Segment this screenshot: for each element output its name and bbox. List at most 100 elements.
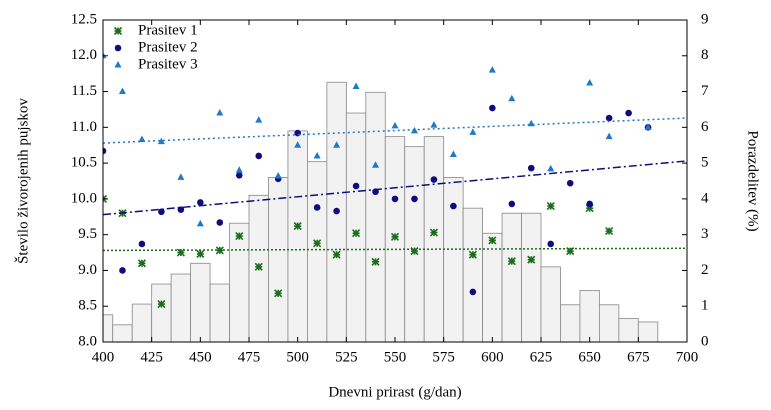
- y-tick-label: 11.0: [71, 119, 97, 135]
- point: [157, 137, 165, 145]
- histogram-bar: [209, 283, 230, 342]
- y-tick-label: 10.5: [71, 155, 97, 171]
- asterisk-stroke: [546, 201, 555, 211]
- point: [605, 114, 613, 122]
- y2-tick-label: 6: [701, 119, 709, 135]
- point: [313, 204, 321, 211]
- legend-label: Prasitev 3: [138, 56, 198, 72]
- point: [137, 259, 146, 268]
- point: [488, 236, 497, 245]
- y-tick-label: 11.5: [71, 83, 97, 99]
- x-tick-label: 700: [676, 349, 699, 365]
- asterisk-stroke: [371, 257, 380, 266]
- histogram-bar: [560, 304, 581, 342]
- legend-label: Prasitev 1: [138, 22, 198, 38]
- point: [216, 109, 224, 116]
- point: [391, 121, 399, 129]
- histogram-bar: [190, 262, 211, 342]
- x-tick-label: 575: [432, 349, 455, 365]
- point: [235, 166, 243, 173]
- point: [157, 300, 166, 309]
- point: [391, 195, 399, 203]
- asterisk-stroke: [254, 262, 263, 271]
- point: [177, 206, 185, 213]
- point: [372, 188, 379, 196]
- point: [547, 164, 555, 172]
- asterisk-stroke: [137, 259, 146, 268]
- y-tick-label: 12.0: [71, 47, 97, 63]
- point: [371, 257, 380, 266]
- y2-tick-label: 3: [701, 226, 709, 242]
- point: [411, 195, 418, 203]
- histogram-bar: [599, 304, 620, 342]
- histogram-bar: [151, 283, 172, 342]
- point: [196, 249, 205, 259]
- legend-label: Prasitev 2: [138, 39, 198, 55]
- histogram-bar: [112, 324, 133, 342]
- point: [333, 207, 340, 215]
- asterisk-stroke: [113, 26, 123, 36]
- point: [254, 262, 263, 271]
- point: [118, 87, 126, 95]
- point: [352, 82, 360, 90]
- asterisk-stroke: [274, 289, 283, 298]
- x-tick-label: 450: [189, 349, 212, 365]
- y2-tick-label: 1: [701, 298, 709, 314]
- histogram-bar: [287, 130, 308, 342]
- point: [138, 135, 146, 142]
- point: [488, 66, 496, 73]
- histogram-bar: [521, 212, 542, 342]
- point: [216, 219, 224, 226]
- point: [644, 123, 652, 130]
- histogram-bar: [345, 112, 367, 342]
- x-tick-label: 500: [286, 349, 309, 365]
- histogram-bar: [462, 207, 483, 342]
- point: [430, 176, 438, 183]
- histogram-bar: [404, 146, 425, 342]
- point: [390, 232, 400, 241]
- asterisk-stroke: [605, 227, 614, 236]
- point: [119, 267, 126, 274]
- point: [468, 250, 477, 259]
- point: [410, 247, 419, 256]
- y-tick-label: 9.5: [78, 226, 97, 242]
- x-axis-label: Dnevni prirast (g/dan): [328, 384, 461, 400]
- point: [566, 179, 574, 187]
- asterisk-stroke: [390, 232, 400, 241]
- asterisk-stroke: [468, 250, 477, 259]
- histogram-bar: [579, 290, 600, 342]
- point: [547, 240, 555, 248]
- y2-tick-label: 0: [701, 333, 709, 349]
- point: [625, 109, 632, 117]
- asterisk-stroke: [352, 229, 361, 238]
- point: [352, 182, 360, 190]
- asterisk-stroke: [196, 249, 205, 259]
- x-tick-label: 625: [530, 349, 553, 365]
- y-tick-label: 12.5: [71, 11, 97, 27]
- point: [235, 171, 243, 179]
- y2-tick-label: 7: [701, 83, 709, 99]
- point: [274, 171, 282, 179]
- point: [430, 121, 438, 128]
- point: [176, 248, 185, 257]
- y2-tick-label: 8: [701, 47, 709, 63]
- x-tick-label: 675: [627, 349, 650, 365]
- x-tick-label: 550: [384, 349, 407, 365]
- point: [255, 116, 263, 123]
- x-tick-label: 425: [140, 349, 163, 365]
- point: [508, 94, 516, 102]
- point: [586, 78, 594, 86]
- point: [586, 200, 593, 208]
- asterisk-stroke: [103, 194, 108, 201]
- x-tick-label: 400: [92, 349, 115, 365]
- point: [197, 199, 204, 206]
- point: [508, 200, 516, 208]
- legend-marker: [114, 44, 122, 52]
- asterisk-stroke: [332, 250, 341, 259]
- asterisk-stroke: [235, 232, 244, 241]
- asterisk-stroke: [429, 228, 438, 237]
- y-tick-label: 9.0: [78, 262, 97, 278]
- legend-marker: [113, 26, 123, 36]
- histogram-bar: [618, 317, 639, 342]
